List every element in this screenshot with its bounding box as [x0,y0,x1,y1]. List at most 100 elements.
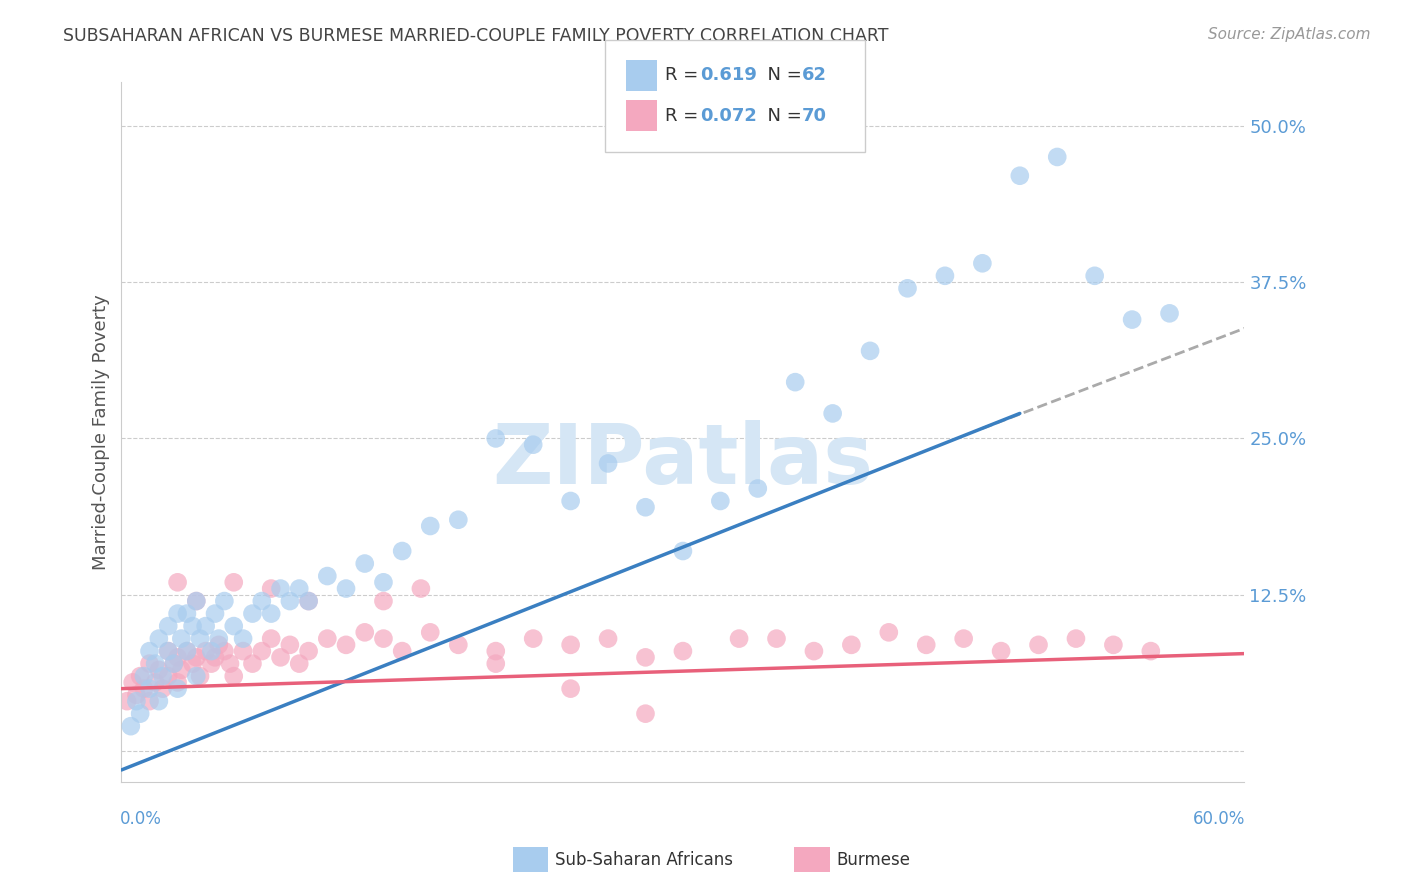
Point [157,619,180,633]
Point [194,619,217,633]
Point [181,657,204,671]
Point [138,681,160,696]
Text: 0.0%: 0.0% [121,811,162,829]
Point [152,669,174,683]
Text: SUBSAHARAN AFRICAN VS BURMESE MARRIED-COUPLE FAMILY POVERTY CORRELATION CHART: SUBSAHARAN AFRICAN VS BURMESE MARRIED-CO… [63,27,889,45]
Point [522,632,544,646]
Point [186,594,208,608]
Point [176,607,198,621]
Point [208,638,231,652]
Point [232,632,254,646]
Point [115,694,138,708]
Point [181,619,204,633]
Point [194,644,217,658]
Point [596,457,619,471]
Point [176,644,198,658]
Point [186,594,208,608]
Point [260,582,283,596]
Point [260,607,283,621]
Point [560,638,582,652]
Point [1008,169,1031,183]
Point [447,513,470,527]
Point [214,644,236,658]
Text: 70: 70 [801,106,827,125]
Point [222,669,245,683]
Point [166,650,188,665]
Text: Source: ZipAtlas.com: Source: ZipAtlas.com [1208,27,1371,42]
Point [120,719,142,733]
Point [373,632,395,646]
Point [222,619,245,633]
Point [278,594,301,608]
Point [391,544,413,558]
Point [335,582,357,596]
Point [485,644,508,658]
Point [157,669,180,683]
Point [391,644,413,658]
Point [219,657,242,671]
Point [316,632,339,646]
Point [188,669,211,683]
Point [214,594,236,608]
Point [297,594,319,608]
Point [353,625,375,640]
Point [373,594,395,608]
Text: Sub-Saharan Africans: Sub-Saharan Africans [555,851,734,869]
Point [952,632,974,646]
Point [232,644,254,658]
Point [1159,306,1181,320]
Point [208,632,231,646]
Point [990,644,1012,658]
Point [634,706,657,721]
Point [166,681,188,696]
Point [877,625,900,640]
Point [148,632,170,646]
Point [560,681,582,696]
Point [186,650,208,665]
Point [972,256,994,270]
Point [803,644,825,658]
Point [485,432,508,446]
Point [859,343,882,358]
Point [250,594,273,608]
Point [785,375,807,389]
Point [335,638,357,652]
Point [200,644,222,658]
Point [260,632,283,646]
Text: 0.619: 0.619 [700,66,756,85]
Point [373,575,395,590]
Point [353,557,375,571]
Point [278,638,301,652]
Point [821,406,844,420]
Point [728,632,751,646]
Point [157,644,180,658]
Point [250,644,273,658]
Point [200,657,222,671]
Text: 60.0%: 60.0% [1194,811,1246,829]
Point [747,482,769,496]
Point [709,494,731,508]
Point [176,644,198,658]
Point [841,638,863,652]
Point [1064,632,1087,646]
Point [125,694,148,708]
Point [148,663,170,677]
Point [163,657,186,671]
Point [596,632,619,646]
Point [896,281,918,295]
Point [672,644,695,658]
Point [129,706,152,721]
Point [485,657,508,671]
Text: ZIPatlas: ZIPatlas [492,420,873,500]
Point [915,638,938,652]
Point [522,438,544,452]
Point [125,688,148,702]
Point [132,681,155,696]
Point [129,669,152,683]
Point [316,569,339,583]
Text: R =: R = [665,106,704,125]
Text: Burmese: Burmese [837,851,911,869]
Point [1121,312,1143,326]
Y-axis label: Married-Couple Family Poverty: Married-Couple Family Poverty [93,294,110,570]
Text: 0.072: 0.072 [700,106,756,125]
